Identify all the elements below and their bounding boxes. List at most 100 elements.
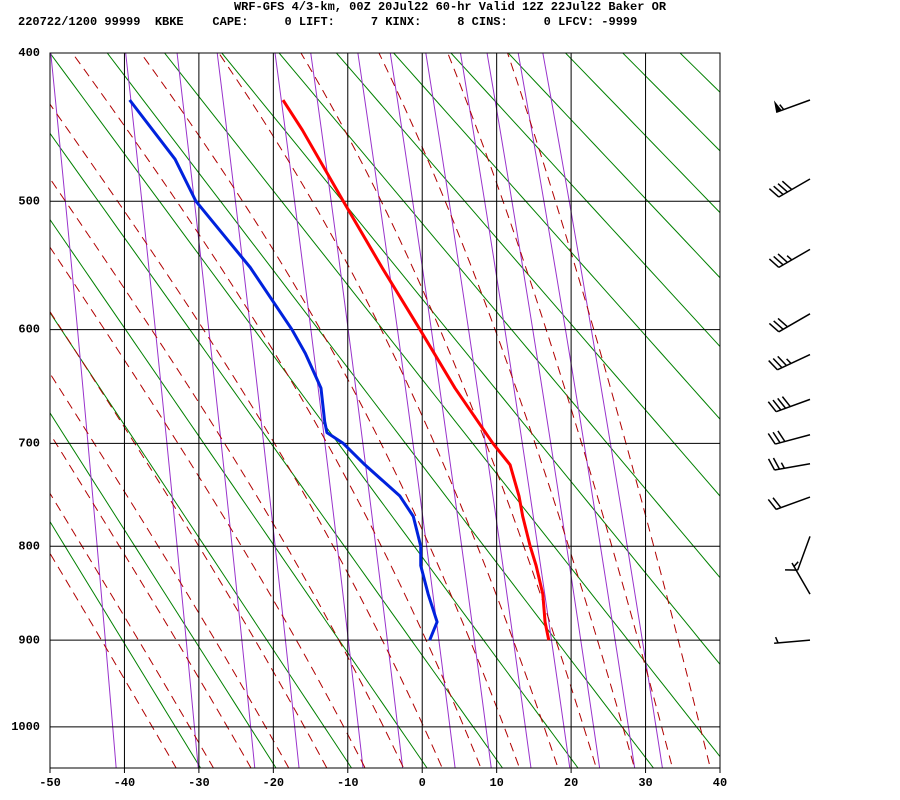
y-tick-label: 800 <box>18 539 40 553</box>
barb-feather <box>768 360 778 371</box>
barb-staff <box>778 248 811 269</box>
barb-feather <box>767 498 777 510</box>
x-tick-label: 20 <box>564 776 578 790</box>
chart-subtitle: 220722/1200 99999 KBKE CAPE: 0 LIFT: 7 K… <box>18 15 637 29</box>
barb-staff <box>778 178 811 198</box>
moist-adiabat <box>300 53 597 768</box>
y-tick-label: 400 <box>18 46 40 60</box>
wind-barb <box>767 396 811 413</box>
x-tick-label: -10 <box>337 776 359 790</box>
wind-barb <box>767 457 811 471</box>
wind-barb <box>768 313 811 333</box>
mixing-ratio-line <box>310 53 404 768</box>
moist-adiabat <box>507 53 711 768</box>
mixing-ratio-line <box>542 53 663 768</box>
barb-feather <box>772 399 782 411</box>
moist-adiabat <box>50 103 443 768</box>
wind-barb <box>774 636 811 645</box>
chart-title: WRF-GFS 4/3-km, 00Z 20Jul22 60-hr Valid … <box>234 0 667 14</box>
y-tick-label: 500 <box>18 194 40 208</box>
barb-feather <box>767 401 777 413</box>
barb-feather <box>777 397 787 409</box>
barb-staff <box>796 536 811 571</box>
moist-adiabat <box>140 53 521 768</box>
barb-staff <box>775 434 811 445</box>
barb-flag <box>773 100 782 113</box>
x-tick-label: 0 <box>419 776 426 790</box>
barb-staff <box>777 353 811 371</box>
barb-feather <box>781 396 791 408</box>
dry-adiabat <box>50 311 353 768</box>
mixing-ratio-line <box>125 53 199 768</box>
dry-adiabat <box>163 53 720 758</box>
barb-feather <box>777 183 788 193</box>
mixing-ratio-line <box>517 53 636 768</box>
barb-feather <box>768 322 780 333</box>
x-tick-label: -50 <box>39 776 61 790</box>
x-tick-label: -40 <box>114 776 136 790</box>
wind-barb <box>768 353 811 371</box>
dry-adiabat <box>335 53 720 497</box>
x-tick-label: 40 <box>713 776 727 790</box>
sounding-line <box>128 99 439 641</box>
x-tick-label: 10 <box>489 776 503 790</box>
dry-adiabat <box>221 53 720 666</box>
dry-adiabat <box>50 218 428 768</box>
wind-barb <box>785 536 811 571</box>
x-tick-label: 30 <box>638 776 652 790</box>
dry-adiabat <box>622 53 720 152</box>
y-tick-label: 600 <box>18 323 40 337</box>
mixing-ratio-line <box>176 53 256 768</box>
dry-adiabat <box>50 132 504 768</box>
moist-adiabat <box>50 432 252 768</box>
wind-barb <box>791 561 811 595</box>
barb-staff <box>775 496 811 511</box>
barb-half <box>786 255 793 261</box>
barb-feather <box>777 317 788 328</box>
barb-staff <box>778 313 811 333</box>
barb-feather <box>777 253 788 263</box>
mixing-ratio-line <box>50 53 117 768</box>
barb-feather <box>777 355 787 367</box>
mixing-ratio-line <box>459 53 571 768</box>
x-tick-label: -30 <box>188 776 210 790</box>
moist-adiabat <box>50 246 366 768</box>
barb-feather <box>767 458 776 471</box>
sounding-line <box>281 99 551 641</box>
barb-staff <box>791 562 811 595</box>
moist-adiabat <box>50 177 405 768</box>
moist-adiabat <box>50 552 177 768</box>
barb-staff <box>774 462 811 471</box>
moist-adiabat <box>447 53 673 768</box>
x-tick-label: -20 <box>263 776 285 790</box>
y-tick-label: 900 <box>18 633 40 647</box>
dry-adiabat <box>50 53 579 768</box>
dry-adiabat <box>278 53 720 579</box>
wind-barb <box>773 99 811 114</box>
moist-adiabat <box>50 372 290 768</box>
barb-half <box>793 561 799 567</box>
dry-adiabat <box>392 53 720 420</box>
dry-adiabat <box>564 53 720 214</box>
mixing-ratio-line <box>216 53 300 768</box>
barb-half <box>774 636 779 644</box>
barb-feather <box>772 431 781 444</box>
barb-feather <box>772 497 782 509</box>
barb-feather <box>772 357 783 369</box>
barb-staff <box>775 398 811 413</box>
barb-feather <box>768 188 780 198</box>
mixing-ratio-line <box>425 53 532 768</box>
dry-adiabat <box>106 53 655 768</box>
barb-half <box>779 104 785 111</box>
wind-barb <box>767 430 811 445</box>
barb-feather <box>773 255 784 266</box>
moist-adiabat <box>50 492 215 768</box>
dry-adiabat <box>507 53 720 279</box>
dry-adiabat <box>450 53 720 348</box>
y-tick-label: 1000 <box>11 720 40 734</box>
barb-feather <box>773 320 784 330</box>
barb-staff <box>775 99 811 114</box>
mixing-ratio-line <box>486 53 601 768</box>
